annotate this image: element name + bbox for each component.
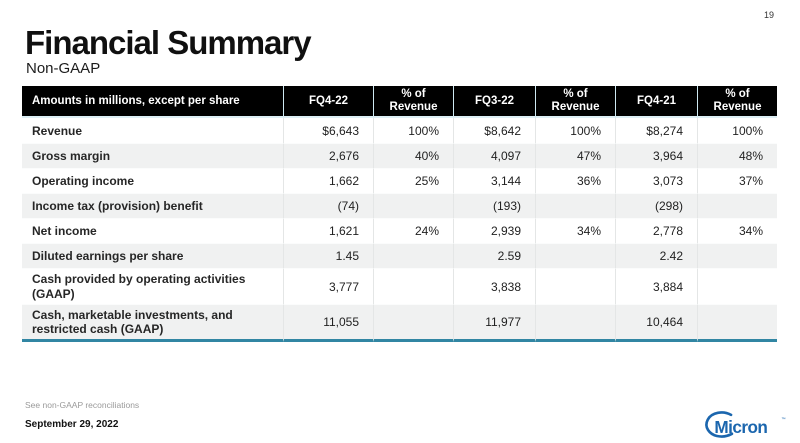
row-value: 24% <box>373 218 453 244</box>
table-row: Net income 1,621 24% 2,939 34% 2,778 34% <box>22 218 777 244</box>
row-value: 1,662 <box>283 168 373 194</box>
page-title: Financial Summary <box>25 24 312 61</box>
micron-swoosh-icon <box>705 411 734 438</box>
row-value: 11,977 <box>453 303 535 343</box>
table-row: Income tax (provision) benefit (74) (193) (… <box>22 193 777 219</box>
micron-logo: Micron ™ <box>705 411 786 438</box>
row-value: 3,838 <box>453 268 535 304</box>
row-value <box>697 268 777 304</box>
row-value: 3,884 <box>615 268 697 304</box>
row-value: 2,778 <box>615 218 697 244</box>
table-header: Amounts in millions, except per share FQ… <box>22 86 777 119</box>
row-value <box>373 193 453 219</box>
row-value: 34% <box>697 218 777 244</box>
non-gaap-footnote: See non-GAAP reconciliations <box>25 400 140 410</box>
row-label: Diluted earnings per share <box>22 243 283 269</box>
row-value <box>373 303 453 343</box>
row-value: 1,621 <box>283 218 373 244</box>
row-value: 47% <box>535 143 615 169</box>
row-value: (298) <box>615 193 697 219</box>
row-value: 2.42 <box>615 243 697 269</box>
row-label: Net income <box>22 218 283 243</box>
row-value: (74) <box>283 193 373 219</box>
table-row: Gross margin 2,676 40% 4,097 47% 3,964 48% <box>22 143 777 169</box>
row-value: 36% <box>535 168 615 194</box>
row-value: 40% <box>373 143 453 169</box>
page-subtitle: Non-GAAP <box>26 60 101 77</box>
row-label: Gross margin <box>22 143 283 169</box>
row-value <box>535 303 615 343</box>
row-value: 2,676 <box>283 143 373 169</box>
row-value: 10,464 <box>615 303 697 343</box>
column-header-fq4-21: FQ4-21 <box>615 86 697 119</box>
row-value <box>697 303 777 343</box>
column-header-pct-revenue-1: % of Revenue <box>373 86 453 119</box>
table-row: Diluted earnings per share 1.45 2.59 2.42 <box>22 243 777 269</box>
row-value: 37% <box>697 168 777 194</box>
table-row: Revenue $6,643 100% $8,642 100% $8,274 100% <box>22 118 777 144</box>
row-label: Cash provided by operating activities (G… <box>22 268 283 303</box>
row-value: $8,274 <box>615 118 697 144</box>
row-value: 2.59 <box>453 243 535 269</box>
table-row: Cash provided by operating activities (G… <box>22 268 777 304</box>
column-header-amounts: Amounts in millions, except per share <box>22 86 283 119</box>
row-label: Revenue <box>32 123 83 138</box>
row-label: Cash, marketable investments, and restri… <box>22 303 283 343</box>
slide-date: September 29, 2022 <box>25 419 119 430</box>
column-header-fq4-22: FQ4-22 <box>283 86 373 119</box>
micron-logo-text: Micron <box>714 417 767 437</box>
row-value: 4,097 <box>453 143 535 169</box>
row-value <box>535 193 615 219</box>
row-label: Operating income <box>22 168 283 193</box>
row-value: $6,643 <box>283 118 373 144</box>
row-value: 3,073 <box>615 168 697 194</box>
table-body: Revenue $6,643 100% $8,642 100% $8,274 100% Gro… <box>22 118 777 343</box>
column-header-pct-revenue-2: % of Revenue <box>535 86 615 119</box>
micron-trademark-icon: ™ <box>781 417 785 422</box>
table-row: Cash, marketable investments, and restri… <box>22 303 777 343</box>
row-value: 11,055 <box>283 303 373 343</box>
row-value: 2,939 <box>453 218 535 244</box>
row-value: (193) <box>453 193 535 219</box>
row-value <box>697 193 777 219</box>
row-value: 1.45 <box>283 243 373 269</box>
table-header-row: Amounts in millions, except per share FQ… <box>22 86 777 119</box>
page-number: 19 <box>763 10 774 20</box>
row-value <box>373 243 453 269</box>
row-value: 25% <box>373 168 453 194</box>
row-value <box>535 268 615 304</box>
row-value: 3,144 <box>453 168 535 194</box>
row-value: 48% <box>697 143 777 169</box>
row-value <box>697 243 777 269</box>
row-value: 100% <box>373 118 453 144</box>
row-value <box>373 268 453 304</box>
row-value: 34% <box>535 218 615 244</box>
row-value: 100% <box>697 118 777 144</box>
row-value: 3,777 <box>283 268 373 304</box>
row-value: $8,642 <box>453 118 535 144</box>
row-value: 3,964 <box>615 143 697 169</box>
row-value <box>535 243 615 269</box>
row-value: 100% <box>535 118 615 144</box>
column-header-fq3-22: FQ3-22 <box>453 86 535 119</box>
row-label: Income tax (provision) benefit <box>22 193 283 219</box>
financial-summary-table: Amounts in millions, except per share FQ… <box>22 86 777 343</box>
column-header-pct-revenue-3: % of Revenue <box>697 86 777 119</box>
table-row: Operating income 1,662 25% 3,144 36% 3,073 37% <box>22 168 777 194</box>
